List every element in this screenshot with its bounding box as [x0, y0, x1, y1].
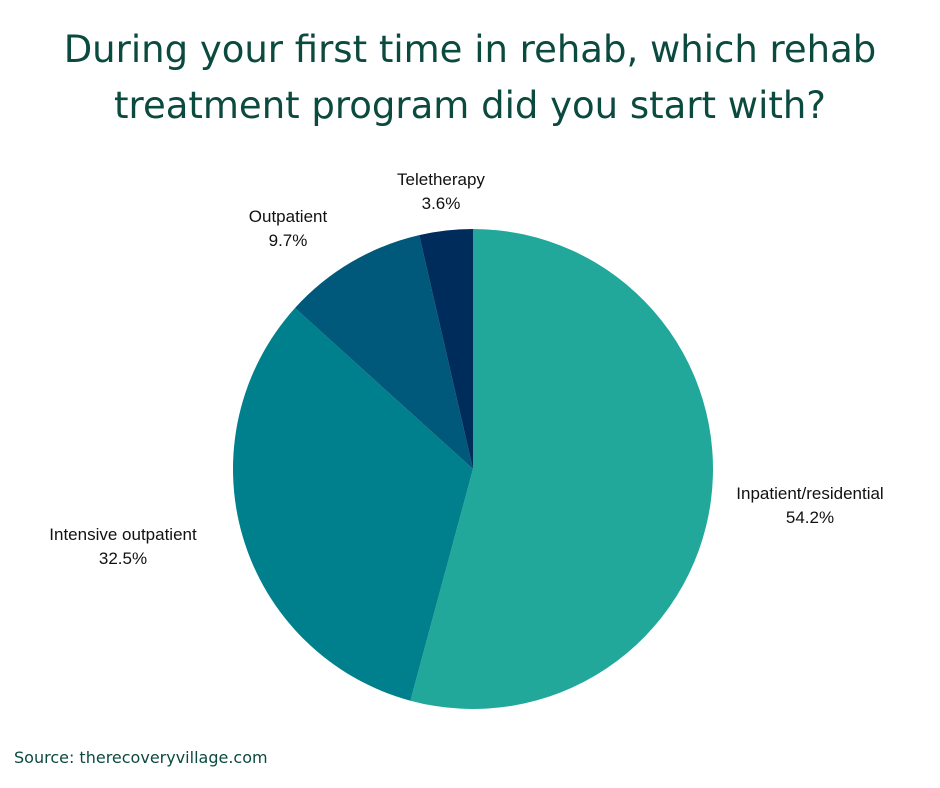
- slice-inpatient: [410, 228, 714, 709]
- slice-label-intensive-outpatient: Intensive outpatient 32.5%: [13, 523, 233, 571]
- slice-label-intensive-outpatient-name: Intensive outpatient: [49, 525, 197, 544]
- slice-intensive-outpatient: [233, 308, 473, 701]
- slice-label-outpatient-name: Outpatient: [248, 207, 328, 226]
- slice-label-intensive-outpatient-value: 32.5%: [98, 549, 148, 568]
- slice-label-inpatient: Inpatient/residential 54.2%: [700, 482, 920, 530]
- slice-teletherapy: [419, 229, 473, 469]
- slice-label-outpatient-value: 9.7%: [268, 231, 308, 250]
- chart-title-line-2: treatment program did you start with?: [114, 84, 826, 127]
- slice-outpatient: [294, 235, 473, 469]
- source-credit: Source: therecoveryvillage.com: [14, 748, 268, 767]
- slice-label-inpatient-value: 54.2%: [785, 508, 835, 527]
- slice-label-outpatient: Outpatient 9.7%: [188, 205, 388, 253]
- slice-label-teletherapy-name: Teletherapy: [397, 170, 485, 189]
- slice-label-inpatient-name: Inpatient/residential: [736, 484, 884, 503]
- chart-title-line-1: During your first time in rehab, which r…: [63, 28, 877, 71]
- slice-label-teletherapy-value: 3.6%: [421, 194, 461, 213]
- chart-title: During your first time in rehab, which r…: [0, 22, 940, 134]
- slice-label-teletherapy: Teletherapy 3.6%: [341, 168, 541, 216]
